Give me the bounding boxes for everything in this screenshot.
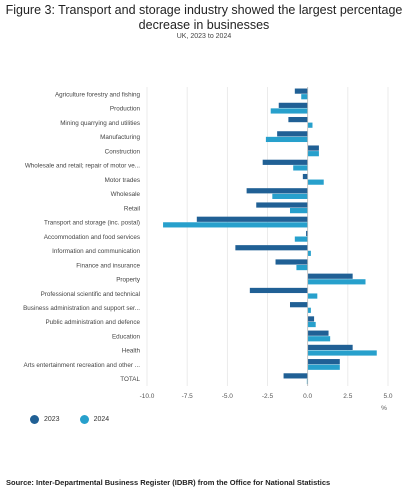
x-tick-label: -2.5 xyxy=(262,393,274,400)
bar-2024 xyxy=(307,250,311,256)
category-label: TOTAL xyxy=(120,376,140,383)
bar-2024 xyxy=(270,108,308,114)
bar-2023 xyxy=(288,116,308,123)
bar-2023 xyxy=(246,188,308,194)
category-label: Wholesale and retail; repair of motor ve… xyxy=(25,163,140,170)
bar-2024 xyxy=(307,350,377,356)
category-label: Finance and insurance xyxy=(76,262,140,269)
category-label: Construction xyxy=(105,148,141,155)
legend-label-2024: 2024 xyxy=(93,416,110,423)
bar-2023 xyxy=(307,359,340,365)
bar-2024 xyxy=(307,321,316,328)
category-label: Motor trades xyxy=(105,177,140,184)
bar-2023 xyxy=(307,145,319,151)
bar-2023 xyxy=(307,273,353,279)
legend-swatch-2023 xyxy=(30,415,39,424)
category-label: Retail xyxy=(124,205,140,212)
category-label: Agriculture forestry and fishing xyxy=(55,91,141,98)
bar-2024 xyxy=(296,264,308,271)
x-tick-label: 0.0 xyxy=(303,393,312,400)
category-label: Public administration and defence xyxy=(45,319,140,326)
x-tick-label: 5.0 xyxy=(383,393,392,400)
legend-item-2024: 2024 xyxy=(79,415,110,424)
bar-2023 xyxy=(306,230,308,237)
bar-2023 xyxy=(249,287,308,294)
chart-title: Figure 3: Transport and storage industry… xyxy=(5,3,403,32)
bar-2023 xyxy=(307,330,329,336)
category-label: Education xyxy=(112,333,141,340)
bar-chart: -10.0 -7.5 -5.0 -2.5 0.0 2.5 5.0% Agriculture f… xyxy=(23,87,393,410)
category-label: Transport and storage (inc. postal) xyxy=(44,220,140,227)
category-label: Property xyxy=(116,277,141,284)
bar-2024 xyxy=(307,151,319,157)
bar-2024 xyxy=(307,336,331,342)
category-label: Wholesale xyxy=(111,191,141,198)
category-label: Health xyxy=(122,348,141,355)
legend-swatch-2024 xyxy=(79,415,89,424)
bar-2024 xyxy=(307,179,324,185)
bar-2024 xyxy=(289,208,308,214)
bar-2024 xyxy=(307,307,311,313)
bar-2023 xyxy=(278,102,308,108)
bar-2023 xyxy=(196,216,308,222)
bar-2024 xyxy=(306,378,308,385)
category-label: Production xyxy=(110,106,141,113)
x-axis-label: % xyxy=(381,405,387,410)
bar-2023 xyxy=(294,88,308,94)
legend-label-2023: 2023 xyxy=(44,416,60,423)
bar-2024 xyxy=(294,236,308,242)
bar-2023 xyxy=(307,316,315,322)
bar-2024 xyxy=(307,364,340,370)
x-tick-label: -5.0 xyxy=(222,393,234,400)
bar-2023 xyxy=(307,344,353,351)
bar-2024 xyxy=(301,94,308,100)
bar-2024 xyxy=(293,165,308,171)
source-note: Source: Inter-Departmental Business Regi… xyxy=(6,478,331,487)
bar-2023 xyxy=(235,245,308,251)
bar-2023 xyxy=(262,159,308,165)
bar-2024 xyxy=(163,222,308,228)
chart-subtitle: UK, 2023 to 2024 xyxy=(176,33,232,40)
category-label: Manufacturing xyxy=(100,134,140,141)
bar-2023 xyxy=(277,131,308,137)
bar-2023 xyxy=(302,173,308,180)
bar-2023 xyxy=(256,202,308,208)
x-tick-label: 2.5 xyxy=(343,393,352,400)
legend-item-2023: 2023 xyxy=(30,415,60,424)
category-label: Professional scientific and technical xyxy=(41,291,140,298)
category-label: Accommodation and food services xyxy=(44,234,140,241)
category-label: Information and communication xyxy=(52,248,140,255)
bar-2023 xyxy=(289,302,308,308)
bar-2024 xyxy=(307,279,366,285)
bar-2024 xyxy=(265,136,308,143)
category-label: Business administration and support ser.… xyxy=(23,305,140,312)
bar-2024 xyxy=(307,122,313,128)
bar-2023 xyxy=(275,259,308,265)
legend: 2023 2024 xyxy=(30,415,109,424)
x-tick-label: -7.5 xyxy=(182,393,194,400)
bar-2024 xyxy=(307,293,318,299)
bar-2024 xyxy=(272,193,308,199)
x-tick-label: -10.0 xyxy=(140,393,155,400)
category-label: Arts entertainment recreation and other … xyxy=(23,362,140,369)
category-label: Mining quarrying and utilities xyxy=(60,120,140,127)
bar-2023 xyxy=(283,373,308,379)
